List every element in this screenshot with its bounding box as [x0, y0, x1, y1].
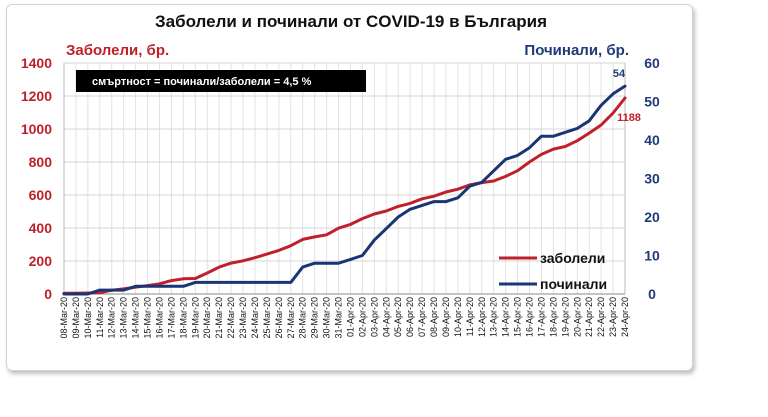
x-tick-label: 16-Apr-20	[525, 297, 535, 337]
x-tick-label: 10-Mar-20	[83, 297, 93, 339]
x-tick-label: 21-Apr-20	[584, 297, 594, 337]
x-tick-label: 09-Apr-20	[441, 297, 451, 337]
x-tick-label: 25-Mar-20	[262, 297, 272, 339]
x-tick-label: 24-Apr-20	[620, 297, 630, 337]
right-y-tick-label: 0	[648, 286, 656, 302]
left-y-tick-label: 400	[29, 220, 53, 236]
series-line-cases	[62, 96, 627, 295]
x-tick-label: 11-Apr-20	[465, 297, 475, 336]
left-y-tick-label: 600	[29, 187, 53, 203]
x-tick-label: 22-Mar-20	[226, 297, 236, 339]
deaths-end-label: 54	[613, 68, 626, 80]
x-tick-label: 13-Apr-20	[489, 297, 499, 337]
right-y-ticks: 0 10 20 30 40 50 60	[644, 55, 660, 302]
x-tick-label: 08-Apr-20	[429, 297, 439, 337]
x-tick-label: 03-Apr-20	[369, 297, 379, 337]
x-tick-label: 23-Mar-20	[238, 297, 248, 339]
x-tick-label: 22-Apr-20	[596, 297, 606, 337]
x-tick-label: 20-Apr-20	[572, 297, 582, 337]
series-line-deaths	[62, 84, 627, 296]
x-tick-label: 13-Mar-20	[119, 297, 129, 339]
x-tick-label: 19-Mar-20	[190, 297, 200, 339]
x-tick-label: 31-Mar-20	[334, 297, 344, 339]
x-tick-label: 19-Apr-20	[560, 297, 570, 337]
right-y-tick-label: 60	[644, 55, 660, 71]
x-tick-label: 07-Apr-20	[417, 297, 427, 337]
x-tick-label: 10-Apr-20	[453, 297, 463, 337]
x-tick-label: 09-Mar-20	[71, 297, 81, 339]
chart-frame	[6, 4, 693, 371]
x-tick-label: 18-Apr-20	[548, 297, 558, 337]
grid	[63, 62, 626, 295]
left-y-tick-label: 800	[29, 154, 53, 170]
right-axis-title: Починали, бр.	[524, 42, 629, 59]
x-tick-label: 06-Apr-20	[405, 297, 415, 337]
left-y-ticks: 0 200 400 600 800 1000 1200 1400	[21, 55, 52, 302]
x-tick-label: 24-Mar-20	[250, 297, 260, 339]
chart-title: Заболели и починали от COVID-19 в Българ…	[155, 12, 547, 31]
x-tick-label: 29-Mar-20	[310, 297, 320, 339]
x-tick-label: 23-Apr-20	[608, 297, 618, 337]
x-tick-label: 12-Apr-20	[477, 297, 487, 337]
x-tick-label: 21-Mar-20	[214, 297, 224, 339]
end-labels: 1188 54	[613, 68, 641, 124]
x-tick-label: 15-Mar-20	[143, 297, 153, 339]
cases-end-label: 1188	[617, 112, 641, 124]
left-y-tick-label: 1400	[21, 55, 52, 71]
legend-label: заболели	[540, 250, 605, 266]
mortality-note-text: смъртност = починали/заболели = 4,5 %	[92, 76, 312, 88]
left-y-tick-label: 1200	[21, 88, 52, 104]
left-axis-title: Заболели, бр.	[66, 42, 169, 59]
left-y-tick-label: 200	[29, 253, 53, 269]
right-y-tick-label: 20	[644, 209, 660, 225]
x-tick-label: 14-Apr-20	[501, 297, 511, 337]
x-ticks: 08-Mar-20 09-Mar-20 10-Mar-20 11-Mar-20 12-M…	[59, 297, 630, 339]
series	[62, 84, 627, 296]
x-tick-label: 11-Mar-20	[95, 297, 105, 338]
x-tick-label: 12-Mar-20	[107, 297, 117, 339]
legend: заболели починали	[499, 250, 607, 292]
x-tick-label: 30-Mar-20	[322, 297, 332, 339]
x-tick-label: 04-Apr-20	[381, 297, 391, 337]
x-tick-label: 02-Apr-20	[357, 297, 367, 337]
legend-label: починали	[540, 276, 607, 292]
x-tick-label: 28-Mar-20	[298, 297, 308, 339]
x-tick-label: 01-Apr-20	[345, 297, 355, 337]
x-tick-label: 18-Mar-20	[178, 297, 188, 339]
mortality-note-box	[76, 70, 366, 92]
x-tick-label: 14-Mar-20	[131, 297, 141, 339]
mortality-note: смъртност = починали/заболели = 4,5 %	[76, 70, 366, 92]
x-tick-label: 16-Mar-20	[154, 297, 164, 339]
x-tick-label: 08-Mar-20	[59, 297, 69, 339]
left-y-tick-label: 1000	[21, 121, 52, 137]
x-tick-label: 27-Mar-20	[286, 297, 296, 339]
right-y-tick-label: 50	[644, 94, 660, 110]
right-y-tick-label: 10	[644, 248, 660, 264]
x-tick-label: 20-Mar-20	[202, 297, 212, 339]
x-tick-label: 26-Mar-20	[274, 297, 284, 339]
x-tick-label: 15-Apr-20	[513, 297, 523, 337]
x-tick-label: 17-Mar-20	[166, 297, 176, 339]
left-y-tick-label: 0	[44, 286, 52, 302]
x-tick-label: 17-Apr-20	[536, 297, 546, 337]
right-y-tick-label: 40	[644, 132, 660, 148]
x-tick-label: 05-Apr-20	[393, 297, 403, 337]
right-y-tick-label: 30	[644, 171, 660, 187]
